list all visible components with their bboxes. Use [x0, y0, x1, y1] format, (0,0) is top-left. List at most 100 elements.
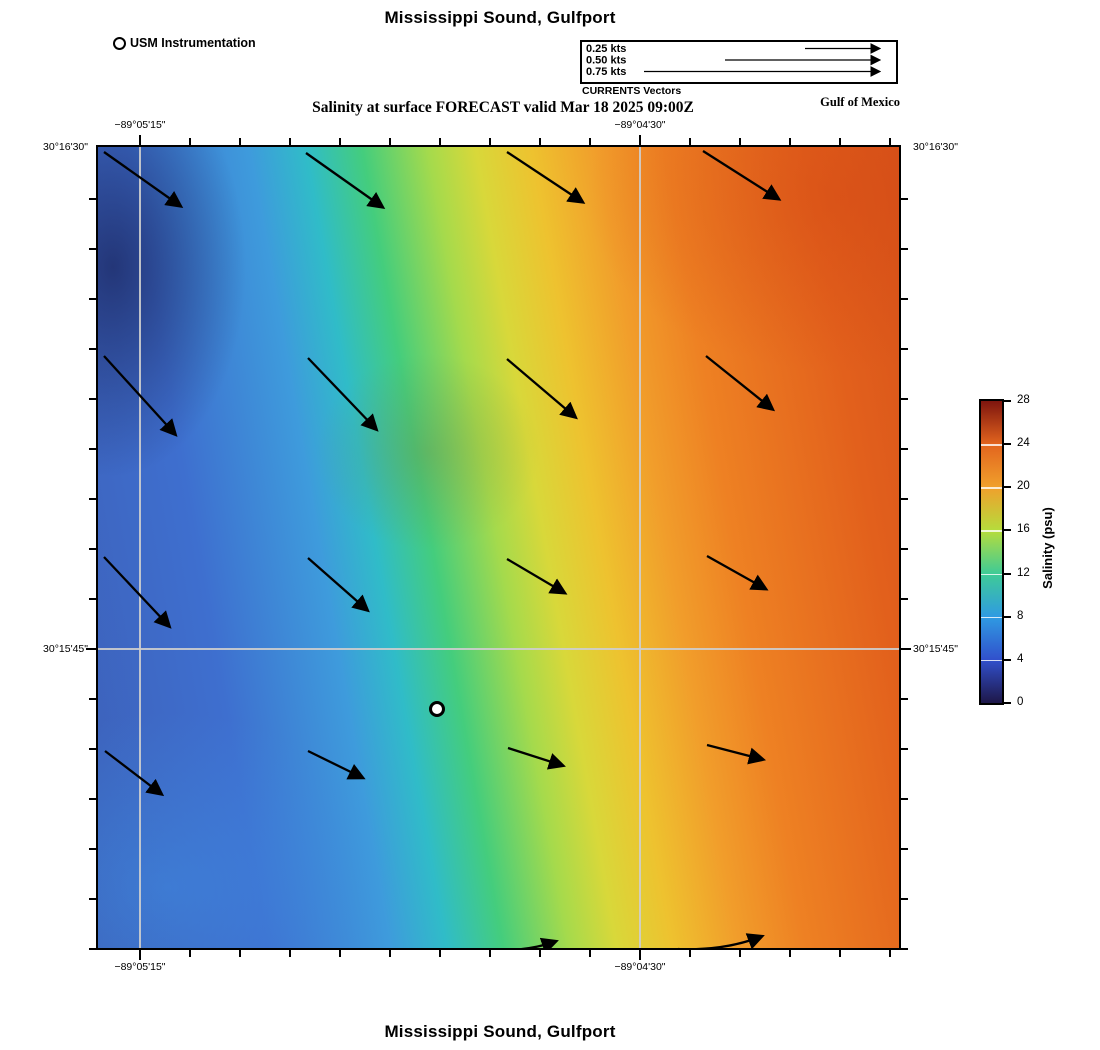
axis-tick: [901, 398, 908, 400]
station-marker-icon: [113, 36, 126, 50]
current-vector-arrow: [706, 743, 767, 765]
current-vector-arrow: [705, 355, 776, 412]
lat-label-right: 30°16'30": [913, 141, 958, 153]
axis-tick: [86, 648, 96, 650]
axis-tick: [889, 138, 891, 145]
axis-tick: [239, 138, 241, 145]
lat-label-left: 30°15'45": [43, 643, 88, 655]
usm-station-marker: [429, 701, 445, 717]
current-vector-arrow: [307, 557, 370, 613]
station-legend-label: USM Instrumentation: [130, 36, 256, 50]
axis-tick: [289, 138, 291, 145]
axis-tick: [539, 950, 541, 957]
current-vector-arrow: [104, 750, 165, 797]
axis-tick: [489, 950, 491, 957]
axis-tick: [901, 248, 908, 250]
axis-tick: [289, 950, 291, 957]
axis-tick: [901, 448, 908, 450]
colorbar-tick-label: 0: [1017, 696, 1024, 708]
axis-tick: [89, 398, 96, 400]
colorbar-tick-label: 20: [1017, 480, 1030, 493]
currents-legend-entry-label: 0.50 kts: [586, 55, 626, 67]
current-vector-arrow: [305, 152, 386, 209]
current-vector-arrow: [520, 937, 559, 948]
axis-tick: [639, 135, 641, 145]
axis-tick: [901, 298, 908, 300]
axis-tick: [689, 950, 691, 957]
axis-tick: [889, 950, 891, 957]
colorbar-tick: [1004, 615, 1011, 618]
axis-tick: [189, 950, 191, 957]
axis-tick: [139, 135, 141, 145]
colorbar-tick-label: 24: [1017, 437, 1030, 450]
axis-tick: [89, 748, 96, 750]
current-vector-arrow: [103, 556, 172, 629]
salinity-map: [96, 145, 901, 950]
lat-label-right: 30°15'45": [913, 643, 958, 655]
axis-tick: [189, 138, 191, 145]
axis-tick: [89, 248, 96, 250]
colorbar-tick-label: 28: [1017, 394, 1030, 406]
colorbar-tick: [1004, 443, 1011, 446]
lon-label-bottom: −89°05'15": [114, 961, 166, 973]
current-vector-arrow: [506, 558, 568, 595]
currents-legend: 0.25 kts 0.50 kts 0.75 kts: [580, 40, 898, 84]
axis-tick: [901, 648, 911, 650]
axis-tick: [89, 448, 96, 450]
axis-tick: [901, 898, 908, 900]
axis-tick: [439, 950, 441, 957]
axis-tick: [739, 950, 741, 957]
page-title: Mississippi Sound, Gulfport: [384, 8, 616, 27]
axis-tick: [139, 950, 141, 960]
axis-tick: [389, 138, 391, 145]
axis-tick: [339, 950, 341, 957]
lat-label-left: 30°16'30": [43, 141, 88, 153]
currents-legend-entry-label: 0.25 kts: [586, 43, 626, 55]
colorbar-tick: [1004, 400, 1011, 402]
currents-legend-entry-label: 0.75 kts: [586, 66, 626, 78]
axis-tick: [89, 898, 96, 900]
current-vector-arrow: [103, 355, 178, 437]
axis-tick: [89, 698, 96, 700]
colorbar-separator: [981, 659, 1002, 662]
axis-tick: [789, 950, 791, 957]
colorbar-tick-label: 12: [1017, 566, 1030, 579]
axis-tick: [839, 950, 841, 957]
axis-tick: [901, 948, 908, 950]
current-vector-arrow: [506, 358, 578, 420]
graticule: [98, 147, 899, 948]
axis-tick: [539, 138, 541, 145]
colorbar-separator: [981, 530, 1002, 532]
axis-tick: [89, 348, 96, 350]
colorbar-tick-label: 4: [1017, 652, 1024, 665]
current-vector-arrow: [506, 151, 586, 204]
axis-tick: [589, 138, 591, 145]
axis-tick: [639, 950, 641, 960]
axis-tick: [239, 950, 241, 957]
axis-tick: [89, 598, 96, 600]
axis-tick: [901, 598, 908, 600]
current-vector-arrow: [678, 933, 765, 948]
axis-tick: [339, 138, 341, 145]
axis-tick: [789, 138, 791, 145]
current-vector-arrow: [706, 554, 769, 591]
axis-tick: [89, 298, 96, 300]
current-vector-arrow: [507, 746, 566, 770]
station-marker: [429, 701, 445, 717]
axis-tick: [901, 498, 908, 500]
colorbar-axis-label: Salinity (psu): [1040, 507, 1055, 589]
gulf-of-mexico-label: Gulf of Mexico: [820, 95, 900, 109]
axis-tick: [901, 848, 908, 850]
station-legend: USM Instrumentation: [113, 36, 256, 50]
lon-label-top: −89°04'30": [614, 119, 666, 131]
axis-tick: [89, 798, 96, 800]
current-vector-arrow: [103, 151, 184, 208]
colorbar-tick: [1004, 572, 1011, 575]
axis-tick: [839, 138, 841, 145]
map-overlay: [98, 147, 899, 948]
colorbar-tick-label: 8: [1017, 609, 1024, 622]
current-vector-arrow: [307, 749, 366, 780]
colorbar-tick: [1004, 486, 1011, 489]
